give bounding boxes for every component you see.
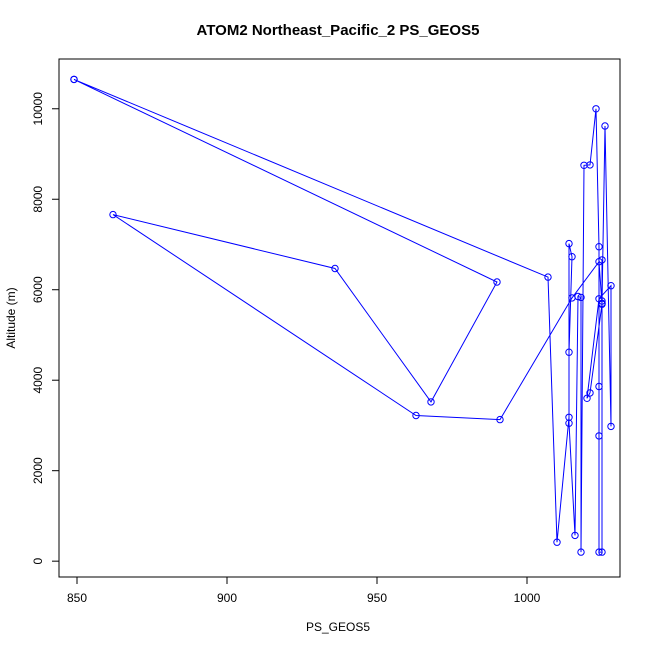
data-point	[598, 300, 606, 308]
x-tick-label: 1000	[514, 591, 541, 605]
data-point	[595, 295, 603, 303]
data-point	[565, 419, 573, 427]
data-point	[493, 278, 501, 286]
data-point	[595, 382, 603, 391]
data-point	[595, 243, 603, 251]
x-tick-label: 850	[67, 591, 87, 605]
data-point	[109, 210, 117, 219]
data-point	[586, 389, 594, 397]
data-point	[571, 531, 579, 540]
y-axis: 0 2000 4000 6000 8000 10000	[31, 92, 60, 565]
data-point	[607, 282, 615, 290]
data-point	[427, 398, 435, 406]
data-point	[607, 422, 615, 431]
data-point	[595, 548, 603, 556]
y-axis-label: Altitude (m)	[4, 287, 18, 348]
y-tick-label: 6000	[31, 276, 45, 303]
x-axis: 850 900 950 1000	[67, 576, 541, 605]
data-point	[565, 239, 573, 248]
x-axis-label: PS_GEOS5	[306, 620, 370, 634]
data-point	[496, 415, 504, 424]
data-point	[583, 394, 591, 402]
data-point	[577, 548, 585, 556]
data-point	[565, 348, 573, 356]
x-tick-label: 900	[217, 591, 237, 605]
data-point	[577, 293, 585, 302]
data-point	[568, 294, 576, 302]
data-point	[553, 538, 561, 546]
data-point	[412, 411, 420, 420]
data-point	[586, 161, 594, 169]
y-tick-label: 4000	[31, 367, 45, 394]
x-tick-label: 950	[367, 591, 387, 605]
data-point	[595, 432, 603, 440]
data-series	[70, 75, 615, 556]
data-point	[598, 548, 606, 556]
y-tick-label: 8000	[31, 186, 45, 213]
y-tick-label: 10000	[31, 92, 45, 126]
chart-title: ATOM2 Northeast_Pacific_2 PS_GEOS5	[197, 22, 480, 39]
series-line	[73, 78, 612, 553]
data-point	[331, 264, 339, 273]
data-point	[601, 122, 609, 130]
data-point	[592, 105, 600, 113]
y-tick-label: 2000	[31, 457, 45, 484]
data-point	[70, 75, 78, 84]
data-point	[544, 273, 552, 281]
y-tick-label: 0	[31, 558, 45, 565]
data-point	[568, 253, 576, 261]
data-point	[595, 258, 603, 266]
plot-frame	[58, 58, 621, 578]
